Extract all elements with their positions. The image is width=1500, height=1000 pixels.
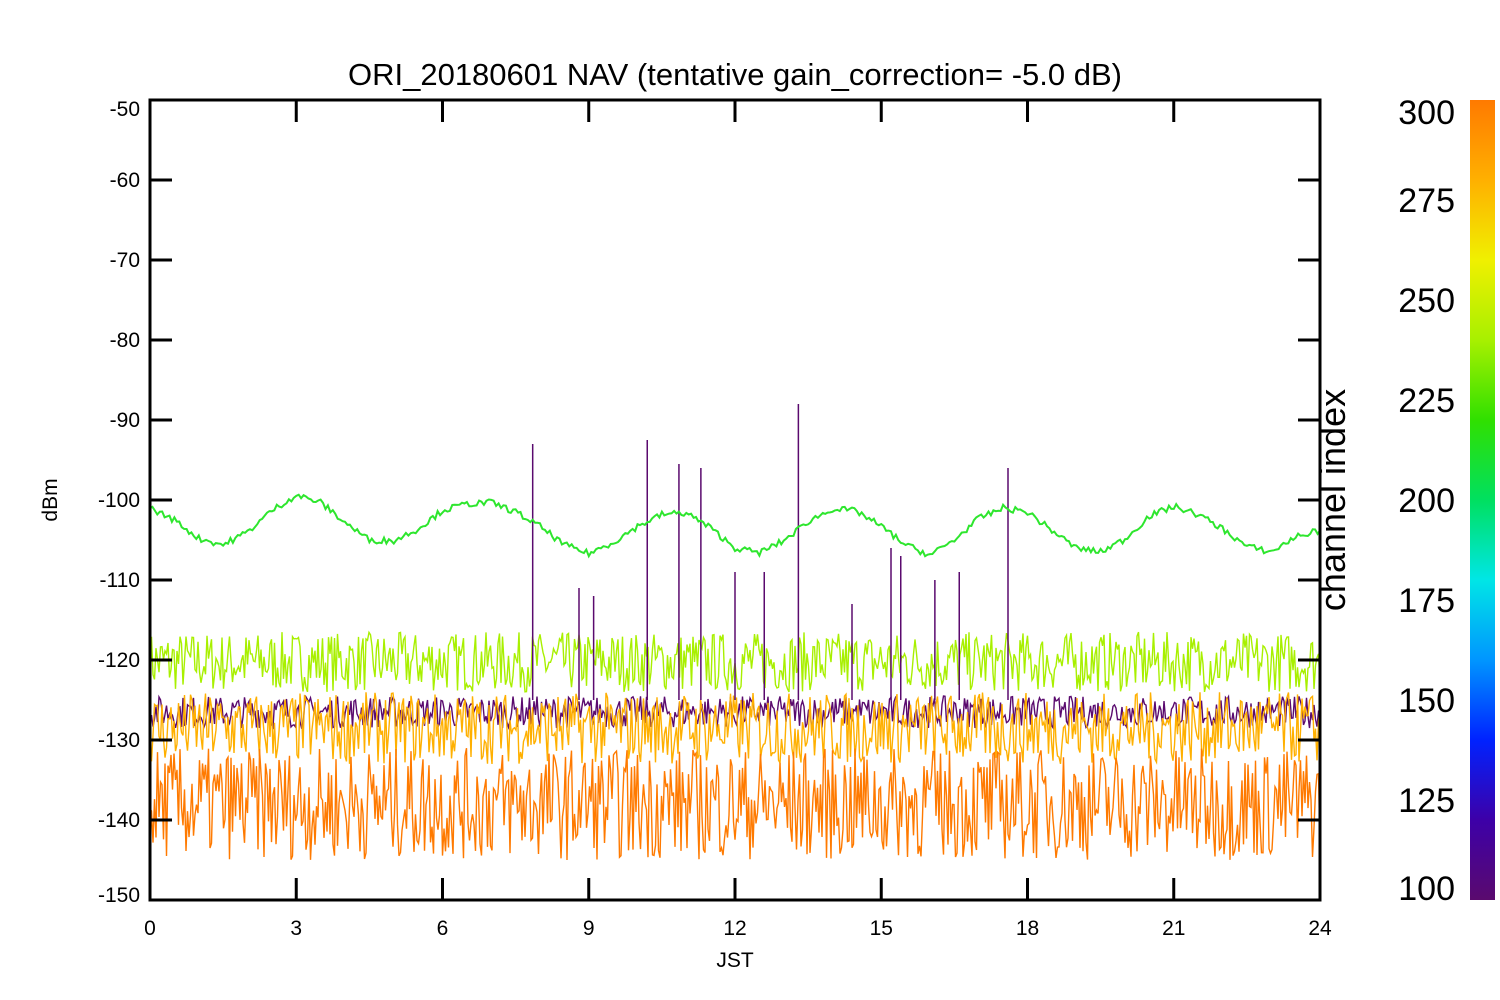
chart-title: ORI_20180601 NAV (tentative gain_correct… — [348, 57, 1122, 92]
x-tick-label: 15 — [870, 917, 893, 940]
series-line-0 — [150, 493, 1320, 559]
colorbar-tick-label: 175 — [1398, 582, 1455, 620]
colorbar-tick-label: 150 — [1398, 682, 1455, 720]
x-tick-label: 0 — [144, 917, 156, 940]
x-tick-label: 21 — [1162, 917, 1185, 940]
colorbar-tick-label: 125 — [1398, 782, 1455, 820]
series-band-3 — [150, 692, 1320, 766]
y-tick-label: -90 — [110, 409, 140, 432]
y-tick-label: -80 — [110, 329, 140, 352]
y-tick-label: -150 — [98, 884, 140, 907]
plot-area — [150, 404, 1320, 861]
y-tick-label: -100 — [98, 489, 140, 512]
y-tick-label: -70 — [110, 249, 140, 272]
x-tick-label: 3 — [290, 917, 302, 940]
y-tick-label: -50 — [110, 98, 140, 121]
x-tick-label: 12 — [723, 917, 746, 940]
y-axis: -50 -60 -70 -80 -90 -100 -110 -120 -130 -140 -150 — [98, 98, 1320, 907]
x-tick-label: 9 — [583, 917, 595, 940]
colorbar-label: channel index — [1312, 389, 1353, 611]
colorbar-tick-label: 200 — [1398, 482, 1455, 520]
series-band-4 — [150, 747, 1320, 861]
y-tick-label: -130 — [98, 729, 140, 752]
x-axis: 0 3 6 9 12 15 18 21 24 — [144, 100, 1332, 940]
y-tick-label: -60 — [110, 169, 140, 192]
colorbar-tick-label: 225 — [1398, 382, 1455, 420]
y-axis-label: dBm — [39, 478, 62, 521]
colorbar-tick-label: 250 — [1398, 282, 1455, 320]
colorbar — [1470, 100, 1495, 900]
y-tick-label: -110 — [100, 569, 140, 592]
x-axis-label: JST — [716, 949, 754, 972]
colorbar-tick-label: 275 — [1398, 182, 1455, 220]
colorbar-axis: 100 125 150 175 200 225 250 275 300 — [1398, 94, 1455, 908]
colorbar-tick-label: 100 — [1398, 870, 1455, 908]
x-tick-label: 6 — [437, 917, 449, 940]
x-tick-label: 24 — [1308, 917, 1332, 940]
x-tick-label: 18 — [1016, 917, 1039, 940]
colorbar-tick-label: 300 — [1398, 94, 1455, 132]
y-tick-label: -140 — [98, 809, 140, 832]
y-tick-label: -120 — [98, 649, 140, 672]
